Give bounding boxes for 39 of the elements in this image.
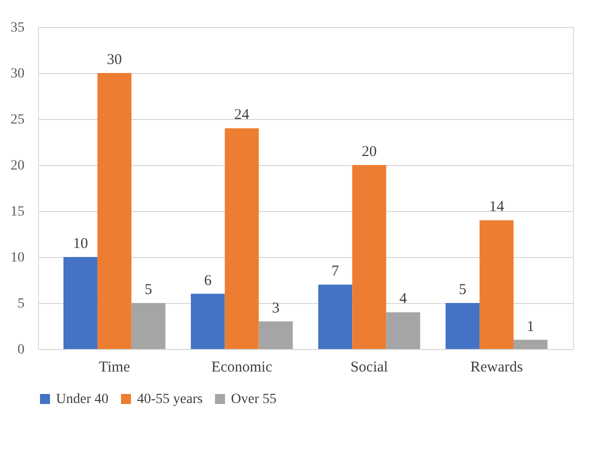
bar: [190, 294, 225, 349]
bar: [63, 257, 98, 349]
data-label: 4: [399, 291, 408, 308]
legend-label: 40-55 years: [137, 392, 203, 407]
bar: [131, 303, 166, 349]
y-tick-label: 5: [18, 296, 24, 312]
bar: [386, 312, 420, 349]
x-tick-label: Social: [350, 360, 388, 376]
data-label: 7: [331, 264, 340, 280]
bar: [446, 303, 480, 349]
data-label: 30: [106, 52, 122, 68]
bar: [480, 220, 514, 349]
data-label: 5: [458, 282, 466, 298]
bar: [224, 128, 259, 349]
data-label: 5: [144, 282, 152, 298]
y-tick-label: 0: [18, 342, 24, 358]
bar: [352, 165, 386, 349]
x-tick-label: Time: [98, 360, 130, 376]
data-label: 14: [489, 199, 505, 216]
y-tick-label: 30: [10, 66, 24, 82]
data-label: 24: [234, 107, 250, 124]
legend-label: Over 55: [231, 392, 276, 407]
data-label: 3: [272, 300, 280, 316]
data-label: 6: [204, 272, 212, 289]
y-tick-label: 10: [10, 250, 24, 266]
legend-label: Under 40: [56, 392, 108, 407]
bar: [514, 340, 548, 349]
y-tick-label: 20: [10, 158, 24, 174]
data-label: 10: [72, 236, 88, 252]
bar: [258, 321, 293, 349]
data-label: 1: [526, 318, 534, 335]
x-tick-label: Economic: [211, 360, 273, 376]
bar: [318, 284, 352, 349]
data-label: 20: [362, 144, 377, 160]
x-tick-label: Rewards: [470, 360, 523, 376]
y-tick-label: 25: [10, 112, 24, 128]
y-tick-label: 35: [10, 20, 24, 36]
bar: [97, 73, 132, 349]
y-tick-label: 15: [10, 204, 24, 220]
